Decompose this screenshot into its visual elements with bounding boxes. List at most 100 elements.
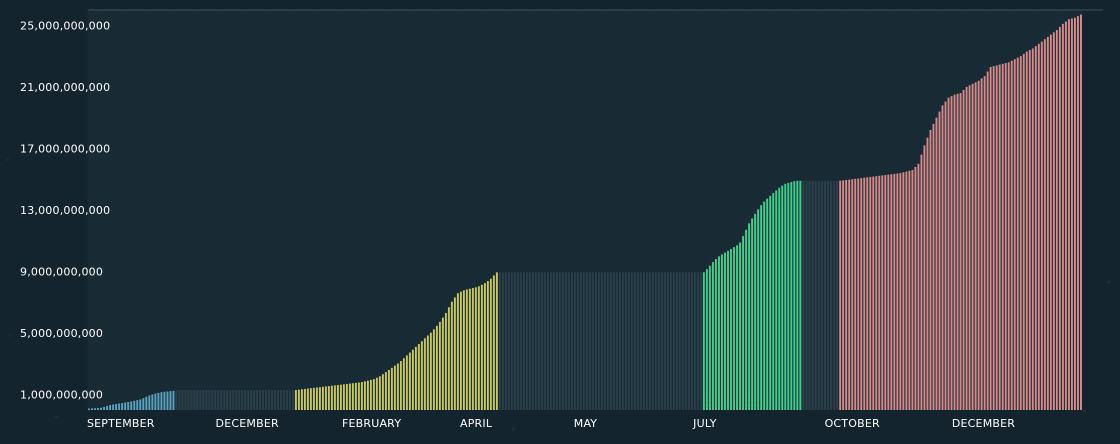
gap-bar bbox=[244, 390, 247, 410]
yellow-bar bbox=[435, 325, 438, 410]
yellow-bar bbox=[324, 386, 327, 410]
blue-bar bbox=[166, 391, 169, 410]
yellow-bar bbox=[390, 367, 393, 410]
yellow-bar bbox=[363, 381, 366, 410]
red-bar bbox=[995, 65, 998, 410]
red-bar bbox=[989, 66, 992, 411]
yellow-bar bbox=[399, 361, 402, 410]
green-bar bbox=[796, 180, 799, 410]
red-bar bbox=[986, 71, 989, 410]
yellow-bar bbox=[393, 365, 396, 410]
gap-bar bbox=[178, 390, 181, 410]
y-tick-label: 17,000,000,000 bbox=[20, 143, 110, 156]
gap-bar bbox=[232, 390, 235, 410]
blue-bar bbox=[157, 392, 160, 410]
background-speck bbox=[54, 415, 58, 419]
gap-bar bbox=[558, 272, 561, 410]
red-bar bbox=[872, 176, 875, 410]
red-bar bbox=[959, 93, 962, 410]
gap-bar bbox=[190, 390, 193, 410]
green-bar bbox=[717, 256, 720, 410]
green-bar bbox=[793, 181, 796, 410]
gap-bar bbox=[510, 272, 513, 410]
gap-bar bbox=[522, 272, 525, 410]
green-bar bbox=[733, 247, 735, 410]
gap-bar bbox=[516, 272, 519, 410]
red-bar bbox=[1043, 39, 1046, 410]
x-tick-label: JULY bbox=[692, 417, 717, 430]
green-bar bbox=[724, 252, 726, 410]
blue-bar bbox=[100, 407, 102, 410]
blue-bar bbox=[112, 404, 115, 410]
red-bar bbox=[980, 78, 983, 411]
gap-bar bbox=[253, 390, 256, 410]
gap-bar bbox=[229, 390, 232, 410]
red-bar bbox=[965, 86, 968, 411]
green-bar bbox=[714, 259, 717, 410]
green-bar bbox=[736, 245, 738, 410]
yellow-bar bbox=[369, 379, 372, 410]
yellow-bar bbox=[372, 379, 375, 410]
gap-bar bbox=[543, 272, 546, 410]
red-bar bbox=[878, 175, 881, 410]
red-bar bbox=[881, 175, 884, 410]
gap-bar bbox=[507, 272, 510, 410]
gap-bar bbox=[217, 390, 220, 410]
blue-bar bbox=[124, 402, 127, 410]
bar-marks bbox=[88, 14, 1082, 411]
y-tick-label: 9,000,000,000 bbox=[20, 266, 103, 279]
yellow-bar bbox=[405, 355, 408, 410]
gap-bar bbox=[498, 272, 501, 410]
blue-bar bbox=[121, 402, 124, 410]
yellow-bar bbox=[453, 297, 456, 410]
red-bar bbox=[1007, 62, 1010, 411]
gap-bar bbox=[573, 272, 576, 410]
y-tick-label: 13,000,000,000 bbox=[20, 204, 110, 217]
red-bar bbox=[1070, 18, 1073, 411]
blue-bar bbox=[91, 408, 93, 410]
blue-bar bbox=[160, 392, 163, 410]
blue-bar bbox=[103, 406, 106, 410]
yellow-bar bbox=[456, 293, 459, 410]
red-bar bbox=[974, 82, 977, 410]
yellow-bar bbox=[300, 389, 303, 410]
gap-bar bbox=[214, 390, 217, 410]
red-bar bbox=[887, 174, 890, 410]
background-speck bbox=[511, 427, 516, 432]
gap-bar bbox=[546, 272, 549, 410]
gap-bar bbox=[582, 272, 585, 410]
yellow-bar bbox=[396, 363, 399, 410]
blue-bar bbox=[148, 395, 151, 410]
gap-bar bbox=[805, 180, 808, 410]
gap-bar bbox=[642, 272, 645, 410]
gap-bar bbox=[193, 390, 196, 410]
gap-bar bbox=[645, 272, 648, 410]
yellow-bar bbox=[477, 286, 480, 410]
gap-bar bbox=[836, 180, 839, 410]
gap-bar bbox=[600, 272, 603, 410]
gap-bar bbox=[552, 272, 555, 410]
yellow-bar bbox=[471, 288, 474, 410]
blue-bar bbox=[145, 396, 148, 410]
green-bar bbox=[739, 242, 742, 410]
red-bar bbox=[1022, 53, 1025, 410]
yellow-bar bbox=[387, 369, 390, 410]
gap-bar bbox=[555, 272, 558, 410]
blue-bar bbox=[163, 391, 166, 410]
red-bar bbox=[1058, 26, 1061, 410]
red-bar bbox=[992, 66, 995, 411]
green-bar bbox=[702, 272, 705, 410]
gap-bar bbox=[594, 272, 597, 410]
gap-bar bbox=[286, 390, 288, 410]
x-tick-label: APRIL bbox=[460, 417, 493, 430]
yellow-bar bbox=[462, 290, 465, 410]
gap-bar bbox=[223, 390, 226, 410]
yellow-bar bbox=[414, 346, 417, 410]
gap-bar bbox=[651, 272, 654, 410]
yellow-bar bbox=[483, 283, 486, 410]
gap-bar bbox=[268, 390, 270, 410]
gap-bar bbox=[280, 390, 282, 410]
gap-bar bbox=[241, 390, 244, 410]
yellow-bar bbox=[447, 307, 450, 410]
gap-bar bbox=[817, 180, 820, 410]
